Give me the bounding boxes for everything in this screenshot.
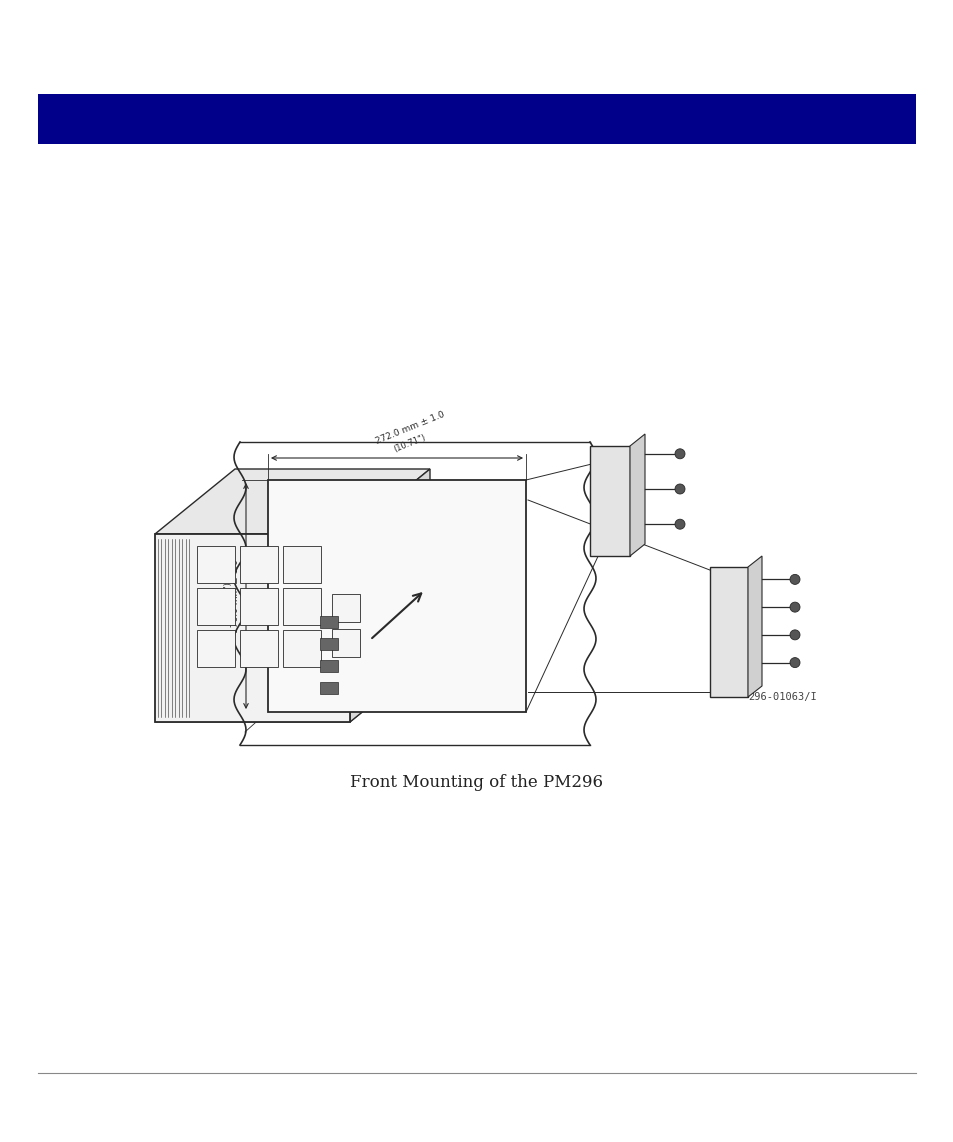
Text: (6.93"): (6.93") (223, 581, 232, 611)
Polygon shape (154, 534, 350, 722)
Circle shape (675, 484, 684, 494)
Bar (332, 594, 359, 622)
Text: 296-01063/I: 296-01063/I (747, 692, 816, 701)
Text: 176.0 mm ± 1.0: 176.0 mm ± 1.0 (231, 560, 240, 633)
Bar (240, 588, 277, 625)
Bar (38, 94, 915, 144)
Circle shape (789, 658, 800, 668)
Polygon shape (154, 657, 430, 722)
Text: 272.0 mm ± 1.0: 272.0 mm ± 1.0 (374, 410, 445, 447)
Bar (319, 660, 337, 671)
Bar (268, 480, 525, 711)
Polygon shape (350, 469, 430, 722)
Text: (10.71"): (10.71") (392, 433, 427, 455)
Circle shape (675, 520, 684, 529)
Polygon shape (747, 556, 761, 697)
Text: Front Mounting of the PM296: Front Mounting of the PM296 (350, 774, 603, 790)
Circle shape (789, 602, 800, 612)
Bar (283, 588, 320, 625)
Circle shape (675, 449, 684, 459)
Polygon shape (154, 469, 430, 534)
Bar (196, 630, 234, 667)
Circle shape (789, 574, 800, 585)
Bar (196, 588, 234, 625)
Polygon shape (589, 447, 629, 556)
Bar (332, 629, 359, 657)
Bar (196, 546, 234, 584)
Polygon shape (709, 566, 747, 697)
Bar (240, 630, 277, 667)
Polygon shape (629, 434, 644, 556)
Bar (319, 682, 337, 694)
Bar (319, 616, 337, 628)
Circle shape (789, 630, 800, 640)
Bar (240, 546, 277, 584)
Bar (319, 638, 337, 650)
Bar (283, 630, 320, 667)
Bar (283, 546, 320, 584)
